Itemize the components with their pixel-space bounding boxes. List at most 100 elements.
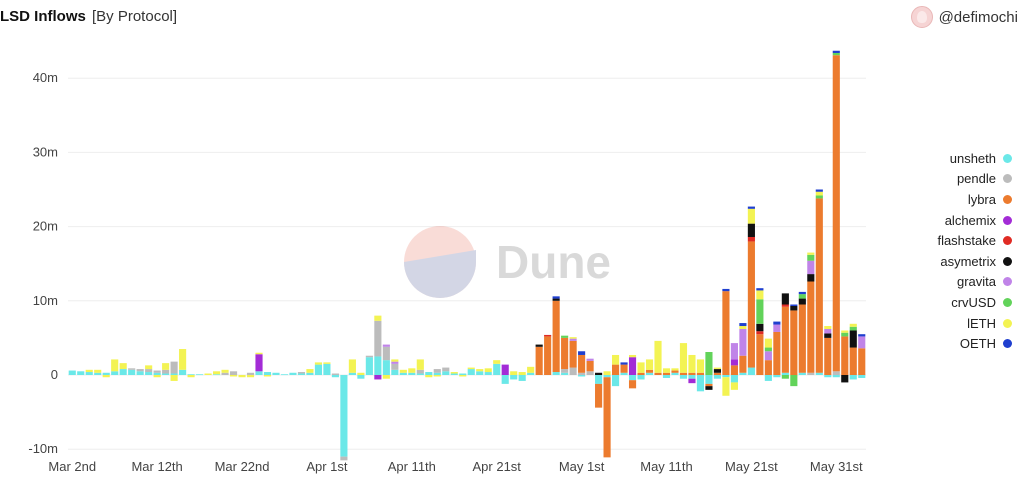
bar-segment-unsheth[interactable] <box>297 373 306 375</box>
bar-segment-unsheth[interactable] <box>408 372 416 375</box>
bar-segment-gravita[interactable] <box>391 361 399 364</box>
bar-segment-unsheth[interactable] <box>85 372 93 375</box>
bar-segment-leth[interactable] <box>119 363 127 370</box>
bar-segment-unsheth[interactable] <box>832 375 840 378</box>
legend-item-gravita[interactable]: gravita <box>892 272 1012 293</box>
bar-segment-unsheth[interactable] <box>68 370 76 375</box>
day-bar[interactable] <box>323 362 331 375</box>
day-bar[interactable] <box>586 358 594 375</box>
bar-segment-leth[interactable] <box>730 382 738 390</box>
bar-segment-unsheth[interactable] <box>213 374 221 376</box>
bar-segment-leth[interactable] <box>807 252 815 255</box>
bar-segment-unsheth[interactable] <box>467 369 475 375</box>
bar-segment-gravita[interactable] <box>586 358 594 361</box>
bar-segment-alchemix[interactable] <box>255 354 263 372</box>
bar-segment-leth[interactable] <box>263 375 272 377</box>
bar-segment-crvusd[interactable] <box>841 332 849 337</box>
bar-segment-unsheth[interactable] <box>374 356 382 375</box>
bar-segment-lybra[interactable] <box>569 340 577 368</box>
bar-segment-unsheth[interactable] <box>365 357 373 375</box>
bar-segment-unsheth[interactable] <box>527 372 535 375</box>
legend-item-unsheth[interactable]: unsheth <box>892 148 1012 169</box>
bar-segment-pendle[interactable] <box>340 456 348 461</box>
day-bar[interactable] <box>382 344 390 379</box>
bar-segment-lybra[interactable] <box>654 372 662 375</box>
bar-segment-alchemix[interactable] <box>374 375 382 380</box>
day-bar[interactable] <box>170 361 178 381</box>
day-bar[interactable] <box>459 373 467 377</box>
bar-segment-leth[interactable] <box>645 359 654 370</box>
day-bar[interactable] <box>620 362 628 375</box>
bar-segment-pendle[interactable] <box>391 363 399 370</box>
bar-segment-unsheth[interactable] <box>187 374 195 376</box>
bar-segment-leth[interactable] <box>255 352 263 355</box>
day-bar[interactable] <box>128 368 136 375</box>
day-bar[interactable] <box>722 288 730 396</box>
bar-segment-unsheth[interactable] <box>77 371 85 375</box>
legend-item-leth[interactable]: lETH <box>892 313 1012 334</box>
bar-segment-pendle[interactable] <box>221 372 229 375</box>
bar-segment-unsheth[interactable] <box>603 375 611 378</box>
bar-segment-leth[interactable] <box>628 354 637 358</box>
bar-segment-crvusd[interactable] <box>790 375 798 387</box>
day-bar[interactable] <box>595 372 603 408</box>
bar-segment-unsheth[interactable] <box>399 372 407 375</box>
bar-segment-leth[interactable] <box>162 363 170 370</box>
bar-segment-leth[interactable] <box>399 369 407 373</box>
day-bar[interactable] <box>484 368 492 375</box>
legend-item-asymetrix[interactable]: asymetrix <box>892 251 1012 272</box>
bar-segment-leth[interactable] <box>357 372 365 375</box>
bar-segment-flashstake[interactable] <box>781 304 789 307</box>
day-bar[interactable] <box>671 368 679 375</box>
bar-segment-unsheth[interactable] <box>628 375 637 381</box>
bar-segment-unsheth[interactable] <box>595 375 603 384</box>
bar-segment-pendle[interactable] <box>832 371 840 375</box>
bar-segment-unsheth[interactable] <box>510 375 518 380</box>
bar-segment-unsheth[interactable] <box>493 363 501 375</box>
bar-segment-gravita[interactable] <box>382 344 390 347</box>
day-bar[interactable] <box>94 369 102 375</box>
bar-segment-unsheth[interactable] <box>94 372 102 375</box>
day-bar[interactable] <box>637 362 645 380</box>
bar-segment-unsheth[interactable] <box>196 374 204 376</box>
bar-segment-pendle[interactable] <box>433 369 441 373</box>
day-bar[interactable] <box>493 360 501 375</box>
bar-segment-crvusd[interactable] <box>705 352 713 375</box>
bar-segment-unsheth[interactable] <box>280 374 289 376</box>
day-bar[interactable] <box>433 369 441 377</box>
bar-segment-unsheth[interactable] <box>773 375 781 378</box>
bar-segment-leth[interactable] <box>739 326 747 329</box>
bar-segment-asymetrix[interactable] <box>781 293 789 305</box>
day-bar[interactable] <box>688 354 696 384</box>
bar-segment-unsheth[interactable] <box>272 372 280 375</box>
bar-segment-pendle[interactable] <box>807 372 815 375</box>
day-bar[interactable] <box>645 359 654 375</box>
bar-segment-lybra[interactable] <box>747 241 755 368</box>
bar-segment-lybra[interactable] <box>807 281 815 373</box>
bar-segment-leth[interactable] <box>764 338 772 348</box>
day-bar[interactable] <box>535 344 543 375</box>
day-bar[interactable] <box>213 371 221 376</box>
bar-segment-asymetrix[interactable] <box>595 372 603 375</box>
bar-segment-unsheth[interactable] <box>824 375 832 378</box>
bar-segment-lybra[interactable] <box>628 380 637 389</box>
day-bar[interactable] <box>399 369 407 375</box>
bar-segment-lybra[interactable] <box>612 364 620 375</box>
day-bar[interactable] <box>781 293 789 379</box>
bar-segment-crvusd[interactable] <box>832 52 840 56</box>
bar-segment-leth[interactable] <box>679 343 688 373</box>
day-bar[interactable] <box>467 367 475 375</box>
day-bar[interactable] <box>196 374 204 376</box>
bar-segment-gravita[interactable] <box>730 343 738 360</box>
bar-segment-pendle[interactable] <box>229 371 238 375</box>
bar-segment-leth[interactable] <box>433 375 441 377</box>
bar-segment-lybra[interactable] <box>858 348 866 375</box>
bar-segment-leth[interactable] <box>425 375 433 378</box>
bar-segment-leth[interactable] <box>747 208 755 224</box>
day-bar[interactable] <box>263 372 272 377</box>
bar-segment-lybra[interactable] <box>662 372 671 375</box>
bar-segment-leth[interactable] <box>756 290 764 300</box>
bar-segment-leth[interactable] <box>815 191 823 196</box>
bar-segment-leth[interactable] <box>484 368 492 373</box>
bar-segment-oeth[interactable] <box>798 291 806 295</box>
